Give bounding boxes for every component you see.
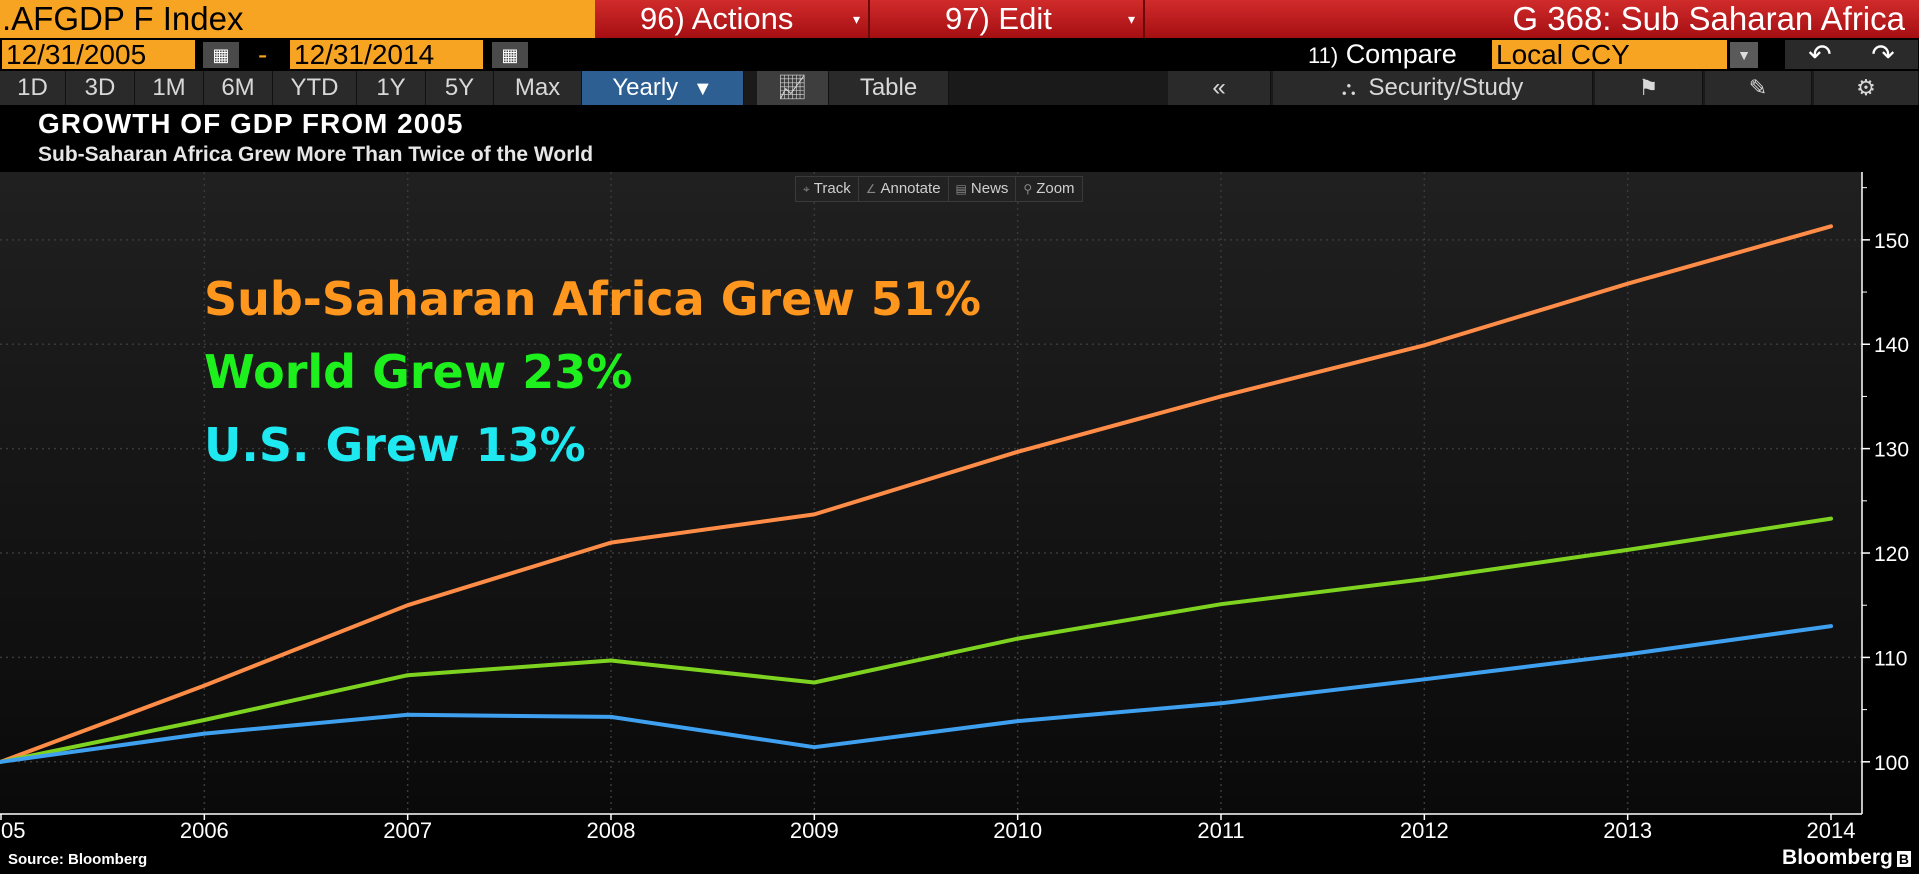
annotation-ssa: Sub-Saharan Africa Grew 51% xyxy=(204,272,981,326)
settings-button[interactable]: ⚙ xyxy=(1814,71,1919,105)
security-ticker[interactable]: .AFGDP F Index xyxy=(0,0,595,38)
compare-button[interactable]: 11) Compare xyxy=(1308,38,1457,72)
range-3d[interactable]: 3D xyxy=(66,71,135,105)
brand-logo: Bloomberg B xyxy=(1782,846,1911,870)
tool-annotate[interactable]: ∠ Annotate xyxy=(859,177,949,201)
range-5y[interactable]: 5Y xyxy=(426,71,494,105)
tool-track[interactable]: ⌖ Track xyxy=(796,177,859,201)
title-bar: .AFGDP F Index 96) Actions ▾ 97) Edit ▾ … xyxy=(0,0,1919,38)
range-max[interactable]: Max xyxy=(494,71,582,105)
currency-select[interactable]: Local CCY xyxy=(1492,40,1727,69)
series-line-us xyxy=(0,624,1833,764)
double-chevron-left-icon: « xyxy=(1212,74,1226,101)
series-line-sub-saharan-africa xyxy=(0,224,1833,764)
y-tick-label: 140 xyxy=(1874,334,1909,357)
flag-button[interactable]: ⚑ xyxy=(1595,71,1703,105)
x-tick-label: 2013 xyxy=(1603,818,1652,843)
plot-area xyxy=(0,172,1862,814)
pencil-icon: ✎ xyxy=(1748,75,1768,100)
y-tick-label: 150 xyxy=(1874,230,1909,253)
x-tick-label: 2012 xyxy=(1400,818,1449,843)
chevron-down-icon[interactable]: ▼ xyxy=(1730,42,1758,68)
y-tick-label: 100 xyxy=(1874,752,1909,775)
range-1d[interactable]: 1D xyxy=(0,71,66,105)
x-tick-label: 2008 xyxy=(587,818,636,843)
range-1m[interactable]: 1M xyxy=(135,71,204,105)
pen-icon: ∠ xyxy=(865,182,877,196)
compare-label: Compare xyxy=(1345,39,1457,69)
annotation-us: U.S. Grew 13% xyxy=(204,418,586,472)
x-tick-label: 2011 xyxy=(1197,818,1244,843)
tool-zoom[interactable]: ⚲ Zoom xyxy=(1016,177,1081,201)
chevron-down-icon: ▾ xyxy=(852,11,860,27)
annotation-world: World Grew 23% xyxy=(204,345,633,399)
axes: 100 110 120 130 140 150 05 2006 2007 2008 2009 2010… xyxy=(0,172,1909,843)
gear-icon: ⚙ xyxy=(1856,75,1876,100)
brand-name: Bloomberg xyxy=(1782,846,1893,869)
tool-annotate-label: Annotate xyxy=(880,180,941,197)
flag-icon: ⚑ xyxy=(1638,75,1659,100)
chart-tool-strip: ⌖ Track ∠ Annotate ▤ News ⚲ Zoom xyxy=(795,176,1083,202)
edit-button[interactable]: 97) Edit ▾ xyxy=(870,0,1145,38)
edit-label: 97) Edit xyxy=(945,1,1052,36)
bloomberg-icon: B xyxy=(1896,851,1911,867)
magnifier-icon: ⚲ xyxy=(1023,182,1033,196)
start-date-field[interactable]: 12/31/2005 xyxy=(2,40,195,69)
y-tick-label: 110 xyxy=(1874,647,1907,670)
line-chart-icon: 📈︎ xyxy=(777,74,808,101)
period-select[interactable]: Yearly ▼ xyxy=(582,71,744,105)
tool-zoom-label: Zoom xyxy=(1036,180,1075,197)
chart-name: G 368: Sub Saharan Africa xyxy=(1145,0,1919,38)
x-tick-label: 05 xyxy=(1,818,25,843)
edit-chart-button[interactable]: ✎ xyxy=(1705,71,1812,105)
series xyxy=(0,224,1833,764)
x-tick-label: 2009 xyxy=(790,818,839,843)
security-study-label: Security/Study xyxy=(1368,74,1524,101)
table-view-button[interactable]: Table xyxy=(829,71,949,105)
period-label: Yearly xyxy=(612,74,679,101)
chart-title: GROWTH OF GDP FROM 2005 xyxy=(38,108,464,139)
y-tick-label: 130 xyxy=(1874,439,1909,462)
tool-news[interactable]: ▤ News xyxy=(949,177,1017,201)
study-icon: ⛬ xyxy=(1341,78,1356,100)
chart-view-button[interactable]: 📈︎ xyxy=(757,71,829,105)
calendar-icon[interactable]: ▦ xyxy=(203,42,239,68)
chevron-down-icon: ▾ xyxy=(1127,11,1135,27)
calendar-icon[interactable]: ▦ xyxy=(492,42,528,68)
collapse-button[interactable]: « xyxy=(1168,71,1271,105)
x-tick-label: 2010 xyxy=(993,818,1042,843)
range-6m[interactable]: 6M xyxy=(204,71,273,105)
range-ytd[interactable]: YTD xyxy=(273,71,357,105)
security-study-button[interactable]: ⛬ Security/Study xyxy=(1273,71,1593,105)
tool-news-label: News xyxy=(970,180,1009,197)
date-bar: 12/31/2005 ▦ - 12/31/2014 ▦ 11) Compare … xyxy=(0,38,1919,71)
end-date-field[interactable]: 12/31/2014 xyxy=(290,40,483,69)
crosshair-icon: ⌖ xyxy=(803,182,810,196)
x-tick-label: 2006 xyxy=(180,818,229,843)
undo-icon[interactable]: ↶ xyxy=(1785,40,1855,69)
actions-label: 96) Actions xyxy=(640,1,794,36)
range-1y[interactable]: 1Y xyxy=(357,71,426,105)
x-tick-label: 2007 xyxy=(383,818,432,843)
grid xyxy=(0,172,1862,814)
chart-subtitle: Sub-Saharan Africa Grew More Than Twice … xyxy=(38,143,594,166)
tool-track-label: Track xyxy=(813,180,851,197)
redo-icon[interactable]: ↷ xyxy=(1848,40,1918,69)
x-tick-label: 2014 xyxy=(1807,818,1856,843)
range-toolbar: 1D 3D 1M 6M YTD 1Y 5Y Max Yearly ▼ 📈︎ Ta… xyxy=(0,71,1919,105)
source-note: Source: Bloomberg xyxy=(8,851,148,868)
date-separator: - xyxy=(258,39,268,70)
compare-number: 11) xyxy=(1308,43,1339,68)
actions-button[interactable]: 96) Actions ▾ xyxy=(595,0,870,38)
y-tick-label: 120 xyxy=(1874,543,1909,566)
series-line-world xyxy=(0,516,1833,764)
news-icon: ▤ xyxy=(955,182,967,196)
triangle-down-icon: ▼ xyxy=(692,78,713,100)
